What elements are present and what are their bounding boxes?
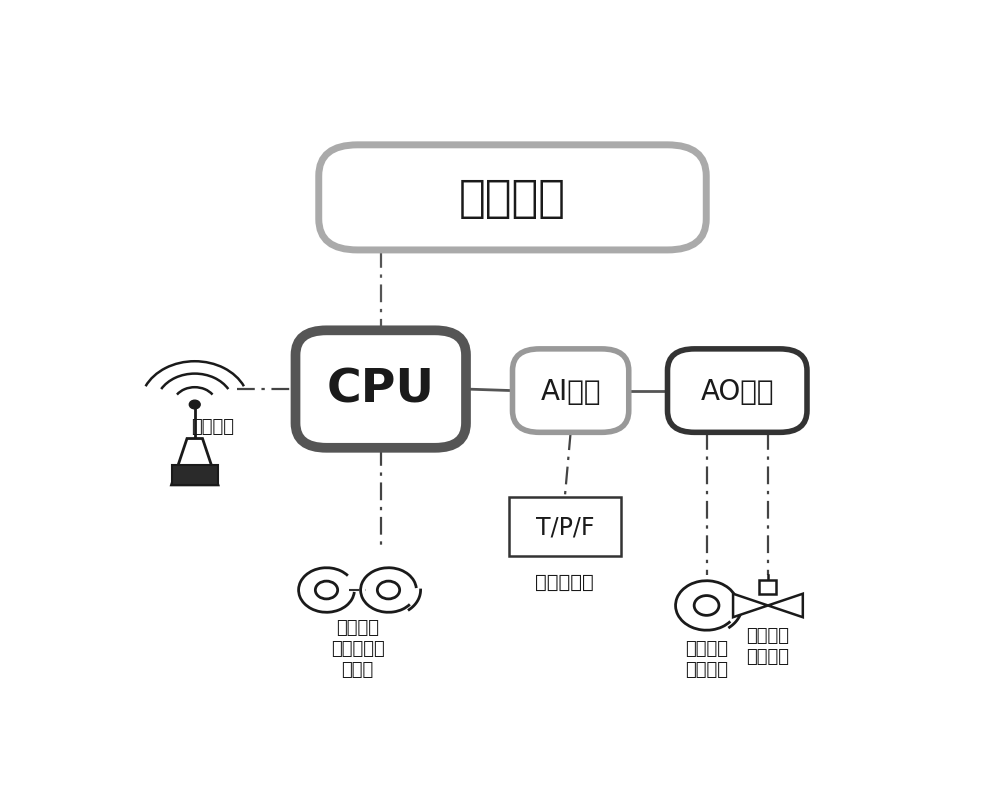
Text: CPU: CPU: [327, 367, 435, 412]
Text: AI模块: AI模块: [540, 377, 601, 405]
Text: 各类传感器: 各类传感器: [535, 572, 594, 591]
Text: 各类风机
频率调节: 各类风机 频率调节: [685, 640, 728, 678]
Circle shape: [377, 581, 400, 599]
Circle shape: [694, 596, 719, 616]
FancyBboxPatch shape: [296, 331, 466, 448]
Text: 无线网关: 无线网关: [191, 418, 234, 436]
Text: 控制面板: 控制面板: [459, 176, 566, 220]
FancyBboxPatch shape: [512, 350, 629, 433]
Polygon shape: [768, 594, 803, 618]
Circle shape: [315, 581, 338, 599]
Polygon shape: [733, 594, 768, 618]
FancyBboxPatch shape: [759, 581, 776, 594]
Text: T/P/F: T/P/F: [536, 515, 594, 539]
FancyBboxPatch shape: [509, 497, 621, 557]
Polygon shape: [172, 465, 218, 485]
FancyBboxPatch shape: [668, 350, 807, 433]
Polygon shape: [172, 439, 218, 485]
Text: 排风、新
风、空调风
机启停: 排风、新 风、空调风 机启停: [331, 618, 384, 678]
Text: 各类阀门
开度调节: 各类阀门 开度调节: [746, 626, 789, 666]
FancyBboxPatch shape: [319, 146, 706, 250]
Circle shape: [189, 401, 200, 409]
Text: AO模块: AO模块: [700, 377, 774, 405]
